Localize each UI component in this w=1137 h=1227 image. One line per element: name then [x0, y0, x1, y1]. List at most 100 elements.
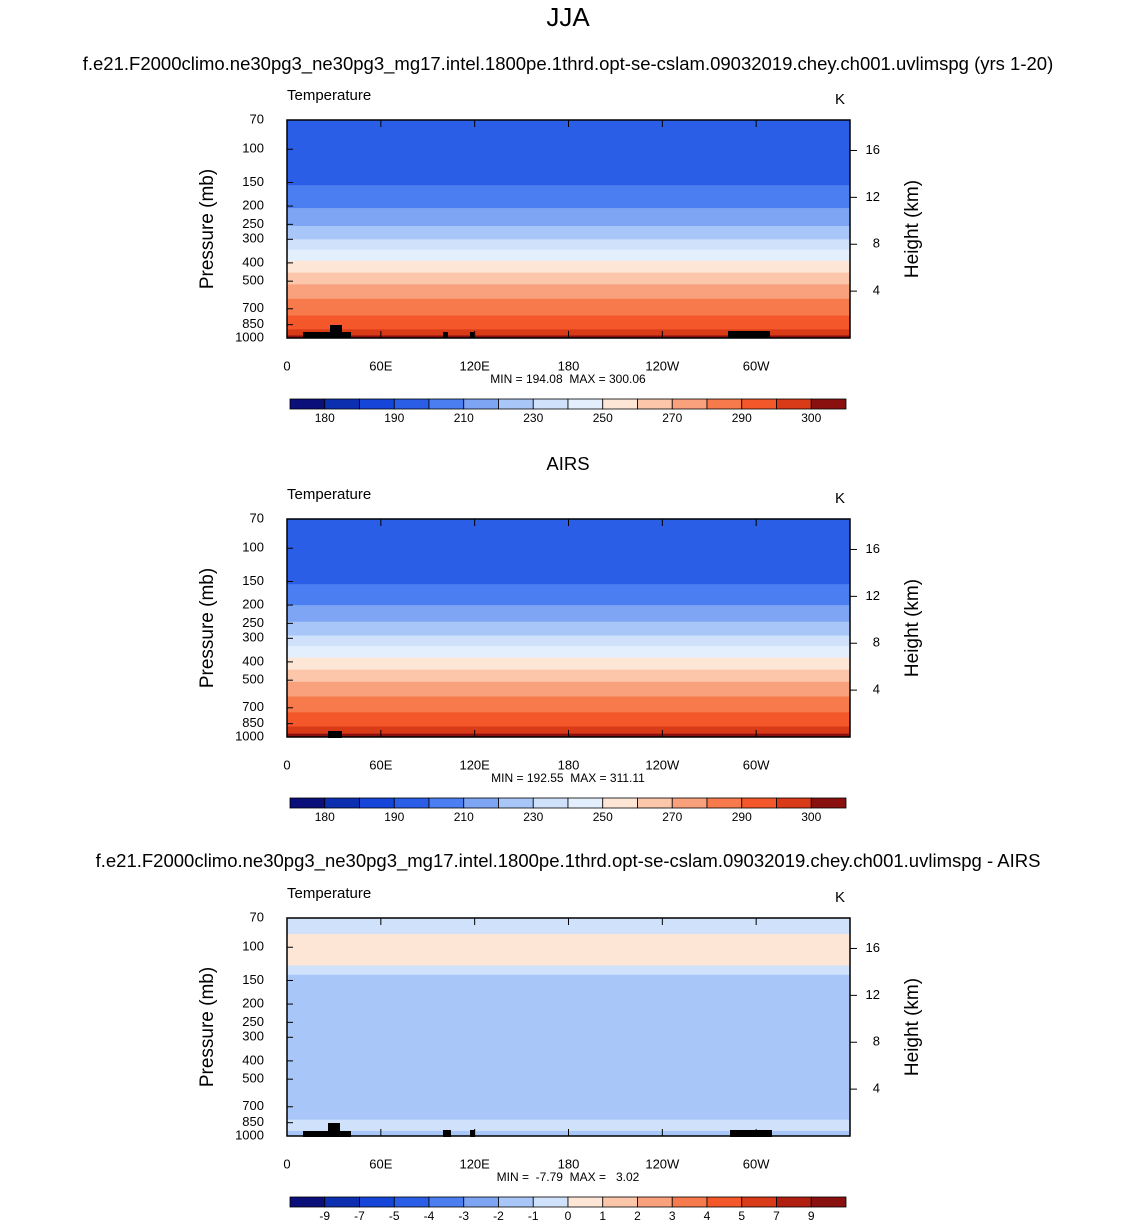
left-label: Temperature — [287, 486, 371, 503]
colorbar-box — [532, 398, 569, 410]
colorbar-box — [498, 1196, 534, 1208]
y-tick-label: 400 — [242, 254, 264, 269]
contour-band — [287, 284, 850, 300]
y-tick-label: 250 — [242, 615, 264, 630]
colorbar-box — [671, 1196, 708, 1208]
y-tick-label: 500 — [242, 1071, 264, 1086]
y-tick-label: 1000 — [235, 329, 264, 344]
y-axis-title: Pressure (mb) — [197, 967, 218, 1087]
y-tick-label: 700 — [242, 300, 264, 315]
colorbar-label: -5 — [389, 1209, 400, 1223]
colorbar-box — [637, 797, 673, 809]
colorbar-label: -4 — [424, 1209, 435, 1223]
colorbar-label: 2 — [634, 1209, 641, 1223]
y2-tick-label: 16 — [866, 142, 880, 157]
contour-band — [287, 584, 850, 606]
colorbar-box — [289, 1196, 326, 1208]
y-tick-label: 100 — [242, 141, 264, 156]
colorbar-label: 250 — [593, 411, 613, 425]
y2-tick-label: 12 — [866, 189, 880, 204]
colorbar-box — [671, 398, 708, 410]
colorbar-box — [567, 398, 604, 410]
y-tick-label: 850 — [242, 1114, 264, 1129]
colorbar-label: 270 — [662, 411, 682, 425]
x-tick-label: 180 — [558, 757, 580, 772]
colorbar-label: -2 — [493, 1209, 504, 1223]
y-tick-label: 200 — [242, 995, 264, 1010]
colorbar-box — [532, 1196, 569, 1208]
x-tick-label: 120E — [459, 358, 490, 373]
contour-band — [287, 696, 850, 713]
x-tick-label: 60E — [369, 757, 392, 772]
contour-band — [287, 974, 850, 1044]
stats: MIN = 192.55 MAX = 311.11 — [491, 771, 645, 785]
topography — [470, 1130, 475, 1137]
y2-tick-label: 4 — [873, 283, 880, 298]
contour-band — [287, 605, 850, 623]
topography — [470, 332, 474, 338]
topography — [443, 332, 448, 338]
colorbar-label: 230 — [523, 411, 543, 425]
colorbar-box — [428, 797, 465, 809]
colorbar-box — [463, 1196, 499, 1208]
colorbar-label: 1 — [599, 1209, 606, 1223]
colorbar-box — [602, 797, 638, 809]
topography — [330, 325, 342, 338]
y2-tick-label: 12 — [866, 588, 880, 603]
y-tick-label: 1000 — [235, 1127, 264, 1142]
colorbar-box — [706, 797, 743, 809]
colorbar-box — [567, 1196, 604, 1208]
x-tick-label: 120E — [459, 1156, 490, 1171]
y-tick-label: 400 — [242, 653, 264, 668]
colorbar-box — [393, 797, 430, 809]
y-tick-label: 700 — [242, 1098, 264, 1113]
contour-band — [287, 918, 850, 935]
colorbar-label: 290 — [732, 810, 752, 824]
topography — [328, 1123, 340, 1137]
colorbar-label: 290 — [732, 411, 752, 425]
colorbar-box — [671, 797, 708, 809]
topography — [328, 731, 342, 738]
colorbar-box — [741, 797, 777, 809]
colorbar-label: -7 — [354, 1209, 365, 1223]
y-tick-label: 300 — [242, 1029, 264, 1044]
x-tick-label: 120E — [459, 757, 490, 772]
colorbar-box — [289, 797, 326, 809]
colorbar-label: 300 — [801, 810, 821, 824]
contour-band — [287, 272, 850, 285]
right-label: K — [835, 490, 845, 507]
colorbar-box — [637, 398, 673, 410]
colorbar-label: 5 — [738, 1209, 745, 1223]
contour-band — [287, 933, 850, 967]
colorbar-box — [393, 1196, 430, 1208]
x-tick-label: 60W — [743, 757, 770, 772]
colorbar-box — [463, 398, 499, 410]
x-tick-label: 60W — [743, 358, 770, 373]
colorbar-label: 9 — [808, 1209, 815, 1223]
colorbar-label: 0 — [565, 1209, 572, 1223]
colorbar-box — [776, 398, 812, 410]
x-tick-label: 0 — [283, 1156, 290, 1171]
y-tick-label: 250 — [242, 216, 264, 231]
topography — [303, 332, 351, 338]
y-tick-label: 850 — [242, 316, 264, 331]
y-tick-label: 150 — [242, 174, 264, 189]
colorbar-label: 190 — [384, 411, 404, 425]
y2-tick-label: 4 — [873, 682, 880, 697]
contour-band — [287, 635, 850, 647]
colorbar-label: 270 — [662, 810, 682, 824]
y-tick-label: 1000 — [235, 728, 264, 743]
colorbar-label: 180 — [315, 810, 335, 824]
colorbar-box — [602, 1196, 638, 1208]
colorbar-label: 210 — [454, 810, 474, 824]
contour-band — [287, 681, 850, 697]
colorbar-label: 180 — [315, 411, 335, 425]
colorbar-box — [741, 1196, 777, 1208]
panel-title: AIRS — [546, 453, 589, 474]
contour-band — [287, 1042, 850, 1089]
colorbar-label: 7 — [773, 1209, 780, 1223]
contour-band — [287, 120, 850, 186]
colorbar-box — [810, 1196, 847, 1208]
contour-band — [287, 225, 850, 240]
